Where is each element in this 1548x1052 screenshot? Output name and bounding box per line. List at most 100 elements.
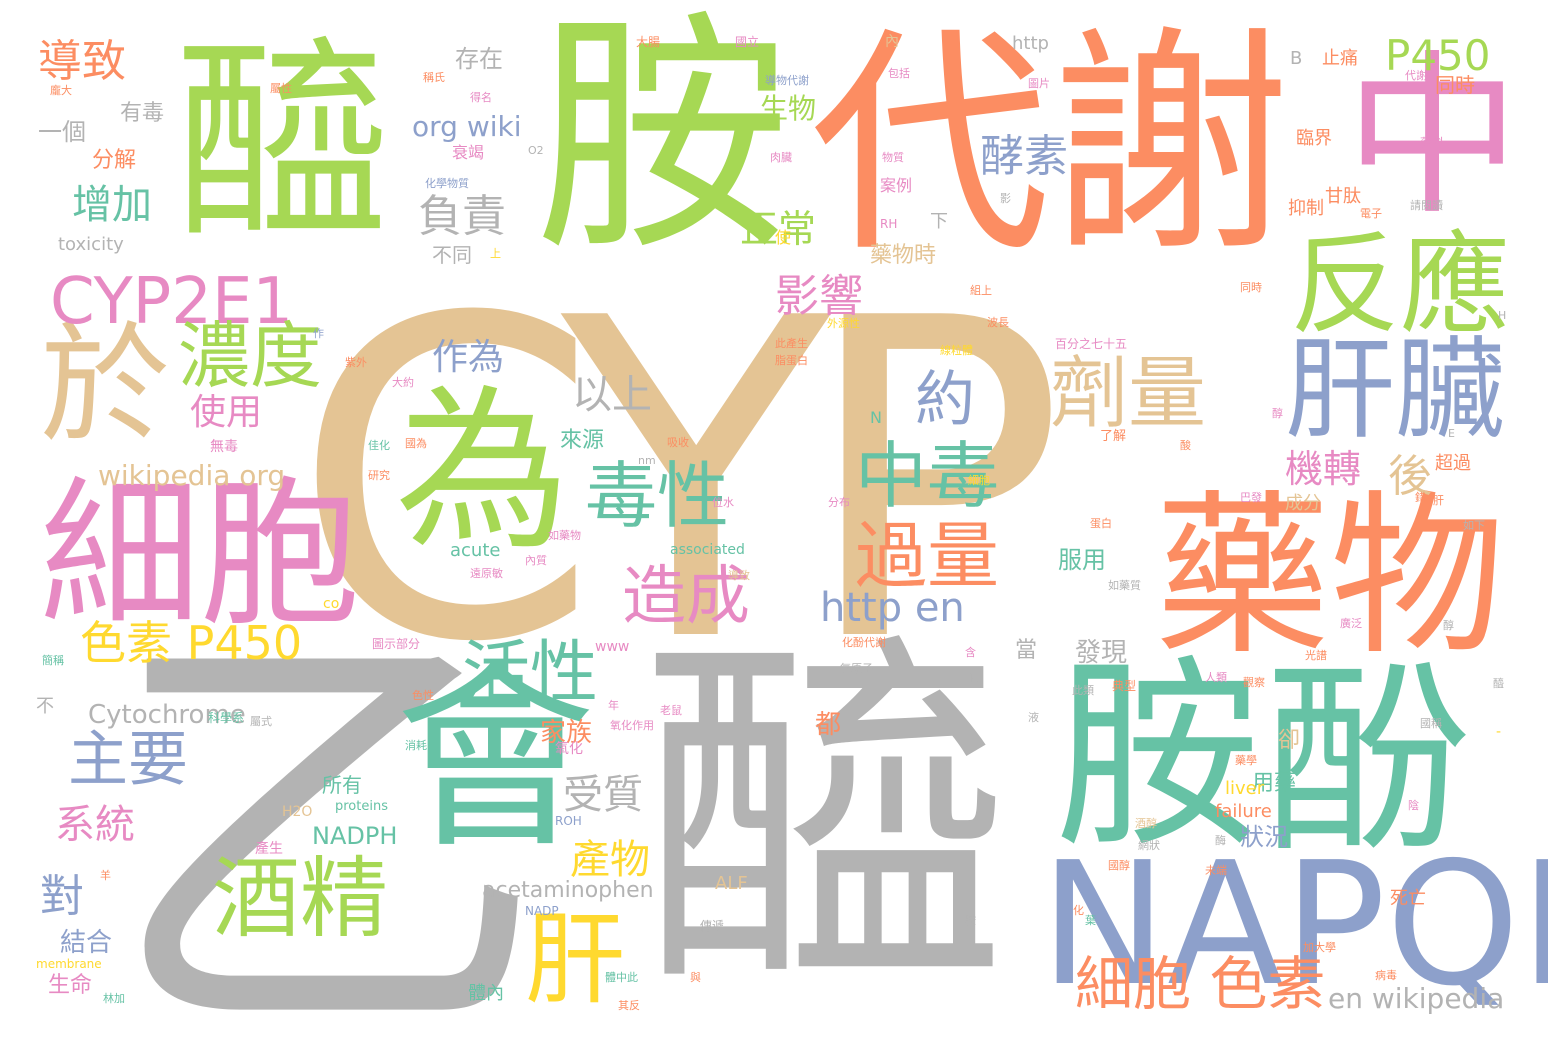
word-shiyong: 使用 <box>190 392 263 433</box>
word-s-75: 導致 <box>728 569 750 582</box>
word-s-41: 老鼠 <box>660 704 682 717</box>
word-yongyao: 用藥 <box>1252 771 1297 796</box>
word-s-9: 化學物質 <box>425 177 469 190</box>
word-jiliang: 劑量 <box>1050 349 1207 439</box>
word-xia: 下 <box>930 211 948 232</box>
word-s-4: 內 <box>885 34 899 50</box>
word-shengming: 生命 <box>48 973 93 998</box>
word-fanying: 反應 <box>1290 221 1510 349</box>
word-dou: 都 <box>815 710 842 740</box>
word-bu: 不 <box>36 696 54 717</box>
word-liver: liver <box>1225 778 1265 799</box>
word-napqi: NAPQI <box>1040 826 1548 1024</box>
word-nadph: NADPH <box>312 822 398 850</box>
word-s-50: 此產生 <box>775 337 808 350</box>
word-toxicity: toxicity <box>58 234 124 255</box>
word-hui: 會 <box>395 643 596 876</box>
word-faxian: 發現 <box>1075 638 1128 668</box>
word-n: N <box>870 408 882 427</box>
word-org-wiki: org wiki <box>412 110 522 143</box>
word-s-22: 研究 <box>368 469 390 482</box>
word-s-7: 藥科 <box>1420 136 1445 150</box>
word-s-69: 簡稱 <box>42 654 64 667</box>
word-yu: 於 <box>40 309 171 461</box>
word-wikipedia-org: wikipedia org <box>98 459 286 492</box>
word-s-67: 遠原敏 <box>470 567 503 580</box>
word-s-57: 肝 <box>1433 494 1444 507</box>
word-s-8: 衰竭 <box>452 143 485 162</box>
word-s-94: 作 <box>313 327 324 340</box>
word-yaowu: 藥物 <box>1155 476 1505 679</box>
word-xi-1: 醯 <box>175 17 390 268</box>
word-shouzhi: 受質 <box>563 772 643 818</box>
word-p450: P450 <box>1385 31 1491 80</box>
word-http-en: http en <box>820 585 965 631</box>
word-s-91: 醇 <box>1443 619 1454 632</box>
word-s-84: 影 <box>1000 192 1011 205</box>
word-s-19: 病毒 <box>1375 969 1397 982</box>
word-s-89: 胺 <box>965 914 976 927</box>
word-tinei: 體內 <box>468 983 504 1004</box>
word-s-93: 同時 <box>1240 281 1262 294</box>
word-fen: 酚 <box>1265 643 1470 881</box>
word-s-35: 典型 <box>1112 679 1137 693</box>
word-s-3: 導物代謝 <box>765 74 809 87</box>
word-cytochrome: Cytochrome <box>88 700 246 730</box>
word-failure: failure <box>1215 801 1272 822</box>
word-suoyou: 所有 <box>322 773 362 797</box>
word-jiazu: 家族 <box>540 718 593 748</box>
word-s-45: 圖示部分 <box>372 637 421 651</box>
word-associated: associated <box>670 542 745 558</box>
word-s-25: 產生 <box>255 841 283 857</box>
word-s-18: 人類 <box>1205 671 1227 684</box>
word-s-2: 國立 <box>735 35 760 49</box>
word-s-36: 其反 <box>618 999 640 1012</box>
word-cunzai: 存在 <box>455 45 503 73</box>
word-laiyuan: 來源 <box>560 428 605 453</box>
word-s-60: 位水 <box>712 496 734 509</box>
word-fenjie: 分解 <box>92 148 137 173</box>
word-zhengchang: 正常 <box>740 207 817 251</box>
word-s-6: 圖片 <box>1028 77 1050 90</box>
word-s-48: 外源性 <box>827 317 860 330</box>
word-s-24: 科學系 <box>208 711 245 725</box>
word-s-12: 物質 <box>882 151 904 164</box>
word-zengjia: 增加 <box>72 182 152 228</box>
word-s-27: 氧化 <box>555 741 583 757</box>
word-gantai: 甘肽 <box>1325 186 1361 207</box>
word-s-101: 網狀 <box>1138 839 1160 852</box>
word-s-62: 稱氏 <box>423 71 445 84</box>
word-s-49: 脂蛋白 <box>775 354 808 367</box>
word-en-wikipedia: en wikipedia <box>1328 982 1505 1015</box>
word-xibao-1: 細胞 <box>40 461 361 648</box>
word-s-44: 色性 <box>412 689 434 702</box>
word-s-87: 陰 <box>1408 799 1419 812</box>
word-s-96: 醇 <box>1272 407 1283 420</box>
word-siwang: 死亡 <box>1390 888 1426 909</box>
word-an-1: 胺 <box>535 0 791 286</box>
word-s-55: - <box>1496 724 1502 740</box>
word-s-97: 酒醇 <box>1135 817 1157 830</box>
word-s-88: 葉 <box>1085 914 1096 927</box>
word-s-90: 醯 <box>1493 677 1504 690</box>
word-yishang: 以上 <box>572 372 652 418</box>
word-gan: 肝 <box>525 901 625 1018</box>
word-ganzang: 肝臟 <box>1285 326 1505 454</box>
word-daixie: 代謝 <box>810 5 1291 285</box>
word-fuze: 負責 <box>418 191 506 242</box>
word-jizhuan: 機轉 <box>1285 447 1362 491</box>
word-s-74: 觀察 <box>1243 676 1265 689</box>
word-chaoguo: 超過 <box>1435 453 1471 474</box>
word-s-5: 包括 <box>888 67 910 80</box>
word-yue: 約 <box>915 365 975 435</box>
word-s-70: 國醇 <box>1108 859 1130 872</box>
word-tongshi: 同時 <box>1435 73 1475 97</box>
word-b: B <box>1290 48 1303 69</box>
word-s-56: 國稱 <box>1420 717 1442 730</box>
word-s-59: 巴發 <box>1240 491 1262 504</box>
word-s-68: 內質 <box>525 554 547 567</box>
word-s-14: 線粒體 <box>940 344 973 357</box>
word-sesu-p450: 色素 P450 <box>80 616 303 670</box>
word-an-2: 胺 <box>1055 638 1260 876</box>
word-xitong: 系統 <box>55 802 135 848</box>
